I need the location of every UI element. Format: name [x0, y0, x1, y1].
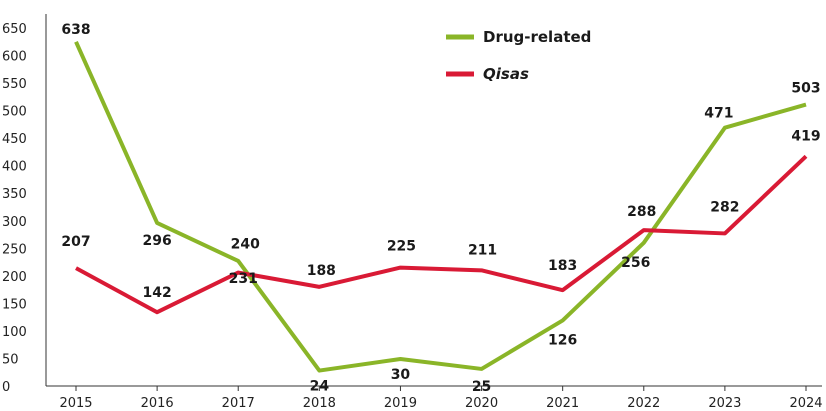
legend-label: Drug-related [483, 28, 591, 46]
x-tick-label: 2018 [303, 396, 336, 411]
x-tick-label: 2017 [222, 396, 255, 411]
data-label: 207 [61, 234, 90, 250]
data-label: 30 [391, 367, 411, 383]
y-tick-label: 50 [2, 352, 19, 367]
data-label: 188 [307, 263, 336, 279]
y-tick-label: 650 [2, 22, 27, 37]
data-label: 638 [61, 22, 90, 38]
x-tick-label: 2015 [59, 396, 92, 411]
data-label: 126 [548, 332, 577, 348]
data-label: 296 [142, 233, 171, 249]
series-lines [74, 40, 808, 373]
data-label: 503 [791, 81, 820, 97]
x-tick-label: 2023 [708, 396, 741, 411]
legend: Drug-related Qisas [446, 28, 591, 83]
series-line-qisas [75, 154, 808, 315]
x-tick-label: 2021 [546, 396, 579, 411]
data-label: 24 [310, 379, 330, 395]
data-label: 183 [548, 258, 577, 274]
y-tick-label: 300 [2, 215, 27, 230]
x-tick-label: 2020 [465, 396, 498, 411]
y-tick-labels: 0 50 100 150 200 250 300 350 400 450 500 550 600 650 [2, 22, 27, 395]
y-tick-label: 600 [2, 50, 27, 65]
data-label: 231 [229, 271, 258, 287]
data-label: 25 [472, 379, 491, 395]
y-tick-label: 200 [2, 270, 27, 285]
x-tick-label: 2016 [141, 396, 174, 411]
y-tick-label: 100 [2, 325, 27, 340]
data-label: 471 [704, 106, 733, 122]
data-labels: 638 296 231 24 30 25 126 256 471 503 207 142 240 188 2… [61, 22, 820, 395]
data-label: 240 [231, 237, 260, 253]
data-label: 282 [710, 199, 739, 215]
x-axis: 2015 2016 2017 2018 2019 2020 2021 2022 2023 2024 [46, 385, 823, 411]
data-label: 419 [791, 128, 820, 144]
x-tick-labels: 2015 2016 2017 2018 2019 2020 2021 2022 2023 2024 [59, 386, 823, 411]
y-tick-label: 250 [2, 242, 27, 257]
data-label: 256 [621, 255, 650, 271]
x-tick-label: 2019 [384, 396, 417, 411]
series-line-drug-related [74, 40, 807, 373]
y-tick-label: 350 [2, 187, 27, 202]
x-tick-label: 2022 [627, 396, 660, 411]
data-label: 211 [468, 242, 497, 258]
legend-label: Qisas [483, 65, 529, 83]
y-axis: 0 50 100 150 200 250 300 350 400 450 500 550 600 650 [2, 14, 47, 395]
x-tick-label: 2024 [789, 396, 822, 411]
data-label: 225 [387, 239, 416, 255]
y-tick-label: 400 [2, 160, 27, 175]
y-tick-label: 550 [2, 77, 27, 92]
y-tick-label: 0 [2, 380, 10, 395]
data-label: 142 [142, 285, 171, 301]
y-tick-label: 500 [2, 105, 27, 120]
y-tick-label: 150 [2, 297, 27, 312]
data-label: 288 [627, 204, 656, 220]
y-tick-label: 450 [2, 132, 27, 147]
